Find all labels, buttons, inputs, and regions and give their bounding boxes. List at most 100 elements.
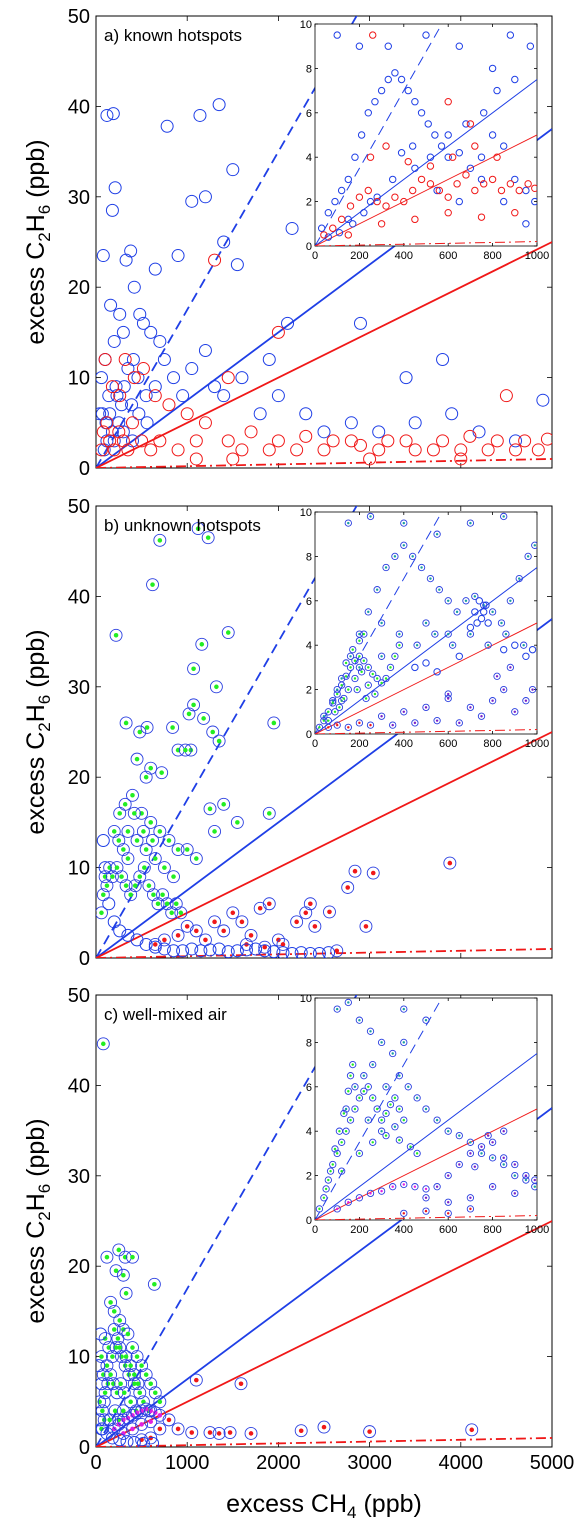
inset-c-point-magenta-ring bbox=[355, 1194, 364, 1202]
inset-b-point-teal-ring bbox=[364, 608, 372, 616]
panel-a-label: a) known hotspots bbox=[104, 26, 242, 45]
panel-b-point-red bbox=[308, 901, 313, 907]
inset-b-point-green-ring bbox=[315, 723, 324, 731]
inset-b-point-purple-ring bbox=[377, 712, 386, 720]
panel-c-point-red bbox=[194, 1377, 199, 1383]
inset-b-point-green-ring bbox=[382, 674, 390, 683]
inset-c-point-teal bbox=[415, 1096, 419, 1100]
panel-b-point-blue bbox=[239, 943, 253, 957]
panel-b-point-red bbox=[334, 948, 340, 954]
panel-a-point-red bbox=[463, 429, 477, 443]
inset-c-point-purple bbox=[502, 1156, 505, 1160]
panel-c-point-green bbox=[108, 1372, 113, 1377]
panel-c-point-green-ring bbox=[113, 1341, 127, 1355]
panel-a-point-blue bbox=[105, 203, 119, 217]
inset-c-point-green bbox=[384, 1112, 388, 1115]
panel-b-point-blue bbox=[130, 933, 144, 947]
panel-c-point-red bbox=[238, 1381, 244, 1386]
panel-a-point-blue bbox=[126, 353, 140, 367]
inset-c-point-magenta bbox=[380, 1189, 383, 1193]
inset-b-point-teal bbox=[486, 643, 490, 647]
panel-b-point-red bbox=[244, 942, 249, 947]
panel-b-point-blue bbox=[312, 946, 326, 958]
inset-c-point-teal bbox=[367, 1118, 370, 1122]
inset-a-point-blue bbox=[417, 109, 426, 117]
inset-a-point-blue bbox=[411, 98, 419, 106]
inset-b-point-green bbox=[342, 697, 346, 700]
panel-c-point-green-ring bbox=[117, 1386, 131, 1400]
panel-c-point-green bbox=[153, 1390, 158, 1396]
inset-b-ytick-label: 8 bbox=[306, 551, 312, 563]
inset-c-point-teal bbox=[380, 1129, 383, 1133]
panel-b-point-green bbox=[194, 856, 199, 861]
inset-b-point-red-ring bbox=[344, 723, 352, 731]
panel-c-point-green bbox=[128, 1399, 133, 1405]
inset-b-point-green bbox=[331, 701, 334, 705]
panel-b-point-green bbox=[235, 820, 240, 825]
inset-b-point-teal bbox=[415, 643, 419, 647]
inset-b-point-green bbox=[344, 675, 348, 678]
inset-b-point-teal-ring bbox=[497, 619, 506, 627]
inset-c-point-teal-ring bbox=[355, 1016, 364, 1024]
inset-b-point-teal-ring bbox=[435, 586, 443, 594]
inset-a-point-blue bbox=[526, 42, 535, 50]
inset-c-point-purple-ring bbox=[500, 1127, 508, 1135]
panel-b-point-green-ring bbox=[140, 721, 154, 734]
panel-b-point-green-ring bbox=[153, 533, 167, 547]
panel-c-point-blue bbox=[97, 1395, 111, 1409]
inset-b-point-purple-ring bbox=[488, 697, 497, 705]
inset-a-point-red bbox=[411, 215, 419, 224]
panel-c-point-green bbox=[110, 1354, 115, 1359]
panel-c-point-green bbox=[123, 1354, 129, 1359]
inset-b-point-green-ring bbox=[373, 674, 381, 683]
panel-a-point-red bbox=[96, 425, 110, 439]
inset-a-point-red bbox=[426, 162, 435, 170]
panel-a-point-blue bbox=[171, 249, 185, 263]
inset-c-point-green bbox=[393, 1096, 397, 1100]
panel-a-point-red bbox=[107, 443, 121, 457]
inset-c-point-green bbox=[409, 1145, 412, 1148]
inset-b-point-green bbox=[358, 639, 361, 642]
inset-b-point-teal-ring bbox=[395, 630, 404, 638]
panel-b-point-green bbox=[148, 765, 153, 771]
inset-b-xtick-label: 0 bbox=[312, 738, 318, 750]
inset-c-point-green bbox=[338, 1129, 341, 1133]
panel-b-point-green bbox=[148, 820, 153, 825]
panel-b-point-green bbox=[159, 770, 164, 775]
inset-c-point-purple bbox=[491, 1185, 494, 1188]
panel-a-point-red bbox=[208, 253, 222, 267]
panel-b-point-green bbox=[225, 630, 231, 635]
panel-b-point-red bbox=[262, 944, 267, 950]
inset-b-point-purple-ring bbox=[500, 685, 508, 694]
panel-b-point-green-ring bbox=[124, 888, 138, 902]
inset-c-point-green bbox=[389, 1103, 392, 1106]
inset-b-point-green bbox=[362, 632, 366, 636]
panel-b-point-green bbox=[214, 684, 219, 690]
panel-c-point-magenta bbox=[130, 1426, 135, 1432]
inset-b-point-teal-ring bbox=[515, 574, 523, 583]
panel-b-point-green bbox=[173, 901, 179, 907]
inset-a-point-red bbox=[417, 175, 426, 184]
inset-b-point-blue bbox=[522, 652, 530, 660]
inset-b-point-green-ring bbox=[364, 681, 372, 689]
panel-c-point-green bbox=[99, 1354, 104, 1359]
panel-c-point-green-ring bbox=[100, 1250, 114, 1264]
panel-b-point-green bbox=[195, 526, 201, 531]
panel-a-point-blue bbox=[509, 434, 523, 448]
inset-a-point-blue bbox=[488, 131, 497, 139]
panel-c-point-green-ring bbox=[126, 1341, 139, 1355]
panel-b-point-green bbox=[160, 892, 165, 897]
inset-b-point-red bbox=[327, 726, 330, 729]
inset-b-point-teal-ring bbox=[531, 541, 537, 549]
panel-c-point-green bbox=[132, 1381, 137, 1386]
inset-a-point-red bbox=[408, 186, 417, 195]
panel-a-point-red bbox=[262, 443, 276, 457]
inset-a-point-red bbox=[497, 186, 506, 195]
panel-c-point-green-ring bbox=[130, 1350, 144, 1364]
inset-c-point-teal bbox=[533, 1185, 536, 1188]
panel-b-point-green bbox=[150, 582, 155, 587]
inset-c-point-green-ring bbox=[322, 1185, 330, 1193]
inset-b-point-purple bbox=[524, 699, 528, 702]
panel-c-points bbox=[96, 1037, 479, 1447]
panel-c-xtick-label: 4000 bbox=[439, 1452, 484, 1474]
